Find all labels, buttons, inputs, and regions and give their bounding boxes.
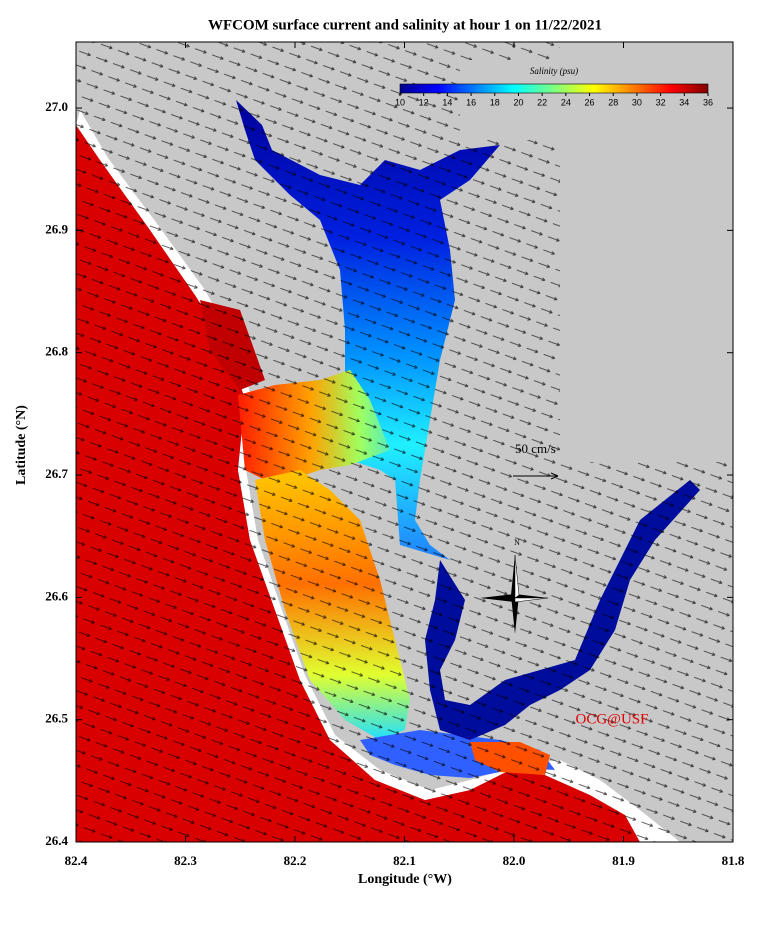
scale-arrow-label: 50 cm/s (515, 441, 556, 456)
scale-arrow: 50 cm/s (513, 441, 559, 480)
compass-rose (480, 555, 548, 634)
y-tick-label: 26.6 (45, 588, 68, 603)
x-tick-label: 82.0 (503, 853, 526, 868)
x-tick-label: 81.9 (612, 853, 635, 868)
colorbar-ramp (399, 83, 709, 94)
inland-area (460, 60, 733, 140)
colorbar: Salinity (psu) 10 12 14 16 18 20 22 24 26 28 30 32 3… (395, 66, 713, 107)
colorbar-tick-label: 12 (419, 97, 429, 107)
x-tick-label: 82.1 (393, 853, 416, 868)
y-tick-label: 26.7 (45, 466, 68, 481)
colorbar-tick-label: 36 (703, 97, 713, 107)
x-tick-label: 82.4 (65, 853, 88, 868)
y-axis-label: Latitude (°N) (14, 405, 29, 485)
y-tick-label: 27.0 (45, 99, 68, 114)
x-tick-label: 81.8 (722, 853, 745, 868)
colorbar-tick-label: 24 (561, 97, 571, 107)
colorbar-tick-label: 28 (608, 97, 618, 107)
colorbar-tick-label: 26 (585, 97, 595, 107)
y-tick-label: 26.5 (45, 711, 68, 726)
map-area (76, 42, 733, 842)
title: WFCOM surface current and salinity at ho… (208, 17, 602, 33)
x-axis-label: Longitude (°W) (358, 872, 452, 887)
colorbar-tick-label: 16 (466, 97, 476, 107)
credit: OCG@USF (575, 711, 648, 727)
colorbar-tick-label: 34 (679, 97, 689, 107)
x-tick-label: 82.2 (284, 853, 307, 868)
scale-arrow-head (550, 472, 559, 480)
y-tick-label: 26.8 (45, 344, 68, 359)
colorbar-tick-label: 20 (513, 97, 523, 107)
colorbar-tick-label: 14 (442, 97, 452, 107)
colorbar-tick-label: 32 (656, 97, 666, 107)
colorbar-tick-label: 18 (490, 97, 500, 107)
colorbar-tick-label: 10 (395, 97, 405, 107)
compass-rose-light (514, 554, 549, 603)
colorbar-tick-label: 22 (537, 97, 547, 107)
x-tick-label: 82.3 (174, 853, 197, 868)
compass: N (480, 538, 549, 634)
compass-label: N (514, 538, 520, 547)
colorbar-tick-label: 30 (632, 97, 642, 107)
y-tick-label: 26.4 (45, 833, 68, 848)
colorbar-label: Salinity (psu) (530, 66, 578, 76)
y-tick-label: 26.9 (45, 221, 68, 236)
